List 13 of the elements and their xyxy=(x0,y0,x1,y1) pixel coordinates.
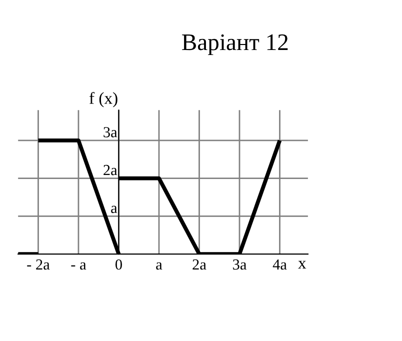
y-tick-label: 2a xyxy=(104,164,118,176)
y-tick-label: 3a xyxy=(104,127,118,138)
x-axis-title: x xyxy=(298,260,306,268)
chart-title: Варіант 12 xyxy=(182,34,288,56)
x-tick-label: 2a xyxy=(192,259,206,270)
x-tick-label: 0 xyxy=(115,259,122,270)
x-tick-label: 4a xyxy=(272,259,287,270)
y-tick-label: a xyxy=(111,206,118,214)
x-tick-label: - 2a xyxy=(27,259,50,270)
y-axis-title: f (x) xyxy=(89,92,118,108)
x-tick-label: 3a xyxy=(233,259,246,270)
x-tick-label: a xyxy=(156,262,162,270)
x-tick-label: - a xyxy=(71,262,86,270)
